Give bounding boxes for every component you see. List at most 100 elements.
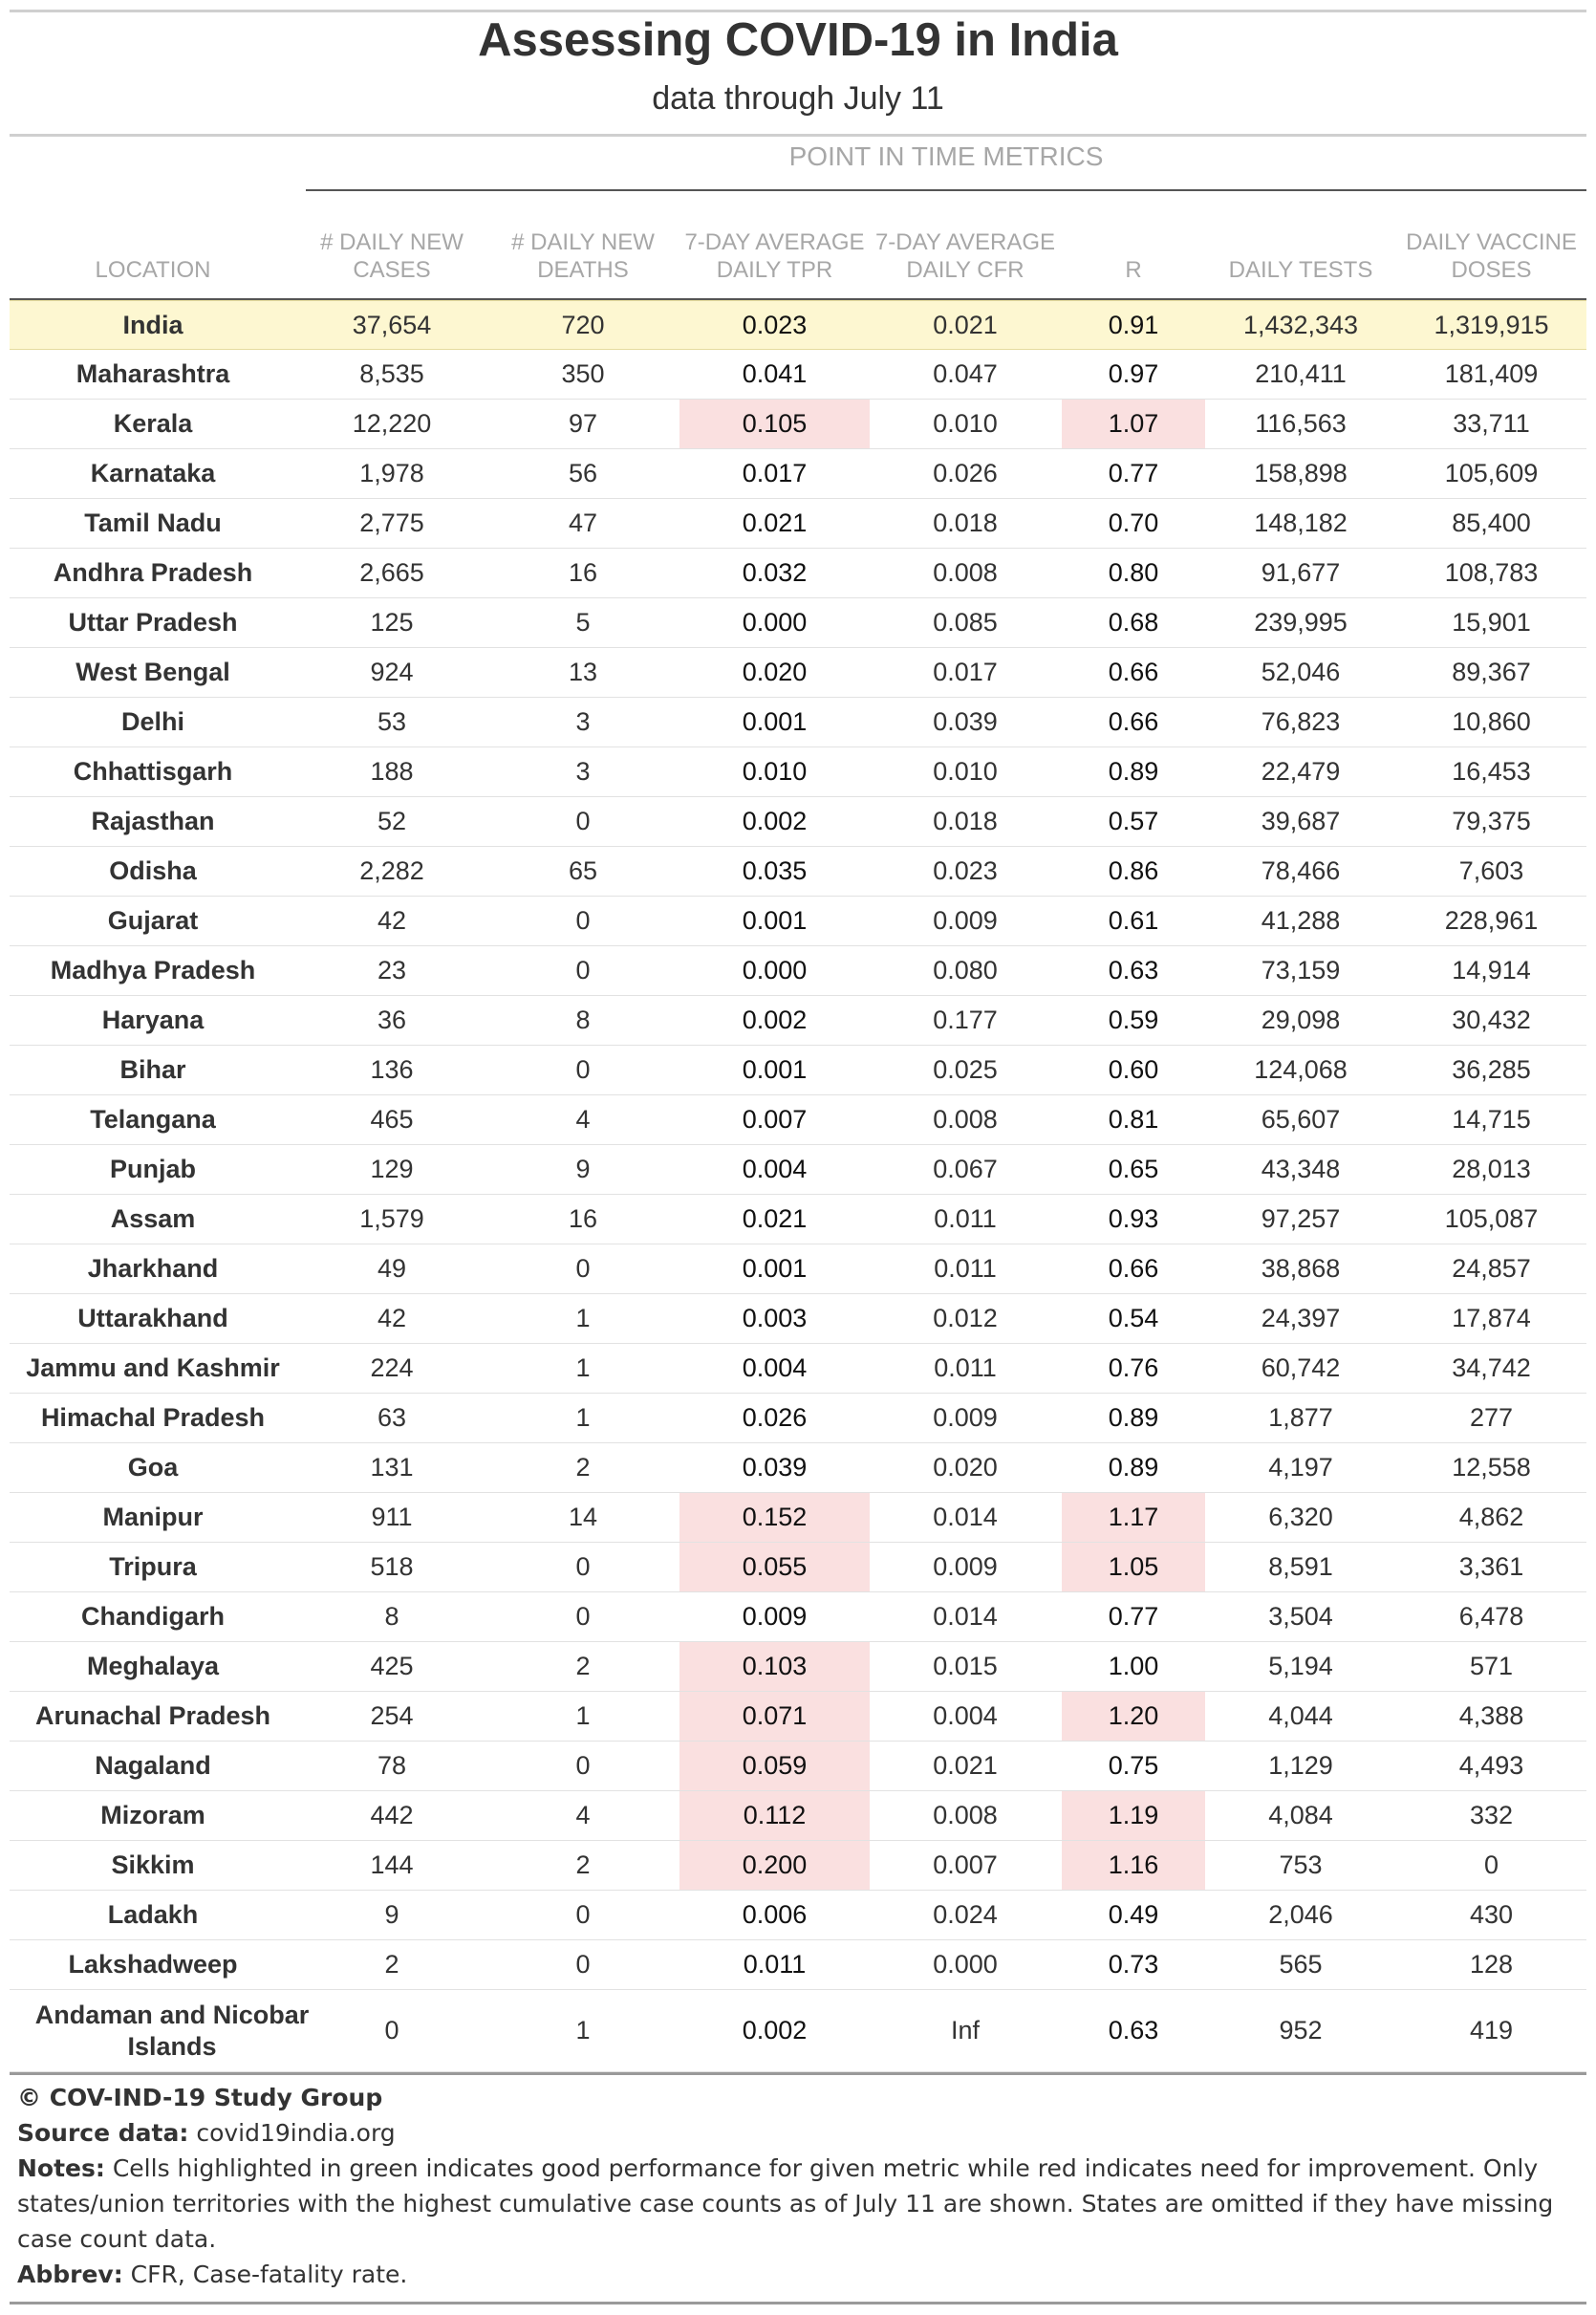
cell-location: Uttarakhand [77, 1304, 228, 1332]
cell-deaths: 0 [575, 1254, 591, 1283]
cell-deaths: 1 [575, 1304, 591, 1332]
cell-cfr: 0.000 [933, 1950, 998, 1979]
cell-r: 0.75 [1108, 1751, 1159, 1780]
cell-vaccines: 228,961 [1444, 906, 1539, 935]
cell-location: Himachal Pradesh [40, 1403, 266, 1432]
cell-vaccines: 14,715 [1452, 1105, 1531, 1134]
cell-cases: 1,978 [359, 459, 424, 487]
column-header-cfr: 7-DAY AVERAGE DAILY CFR [874, 229, 1056, 283]
cell-tests: 952 [1279, 2016, 1323, 2045]
cell-tests: 148,182 [1254, 508, 1348, 537]
cell-deaths: 8 [575, 1006, 591, 1034]
cell-deaths: 65 [568, 856, 598, 885]
cell-tests: 239,995 [1254, 608, 1348, 637]
footer-copyright: © COV-IND-19 Study Group [17, 2084, 383, 2111]
table-row: Haryana 36 8 0.002 0.177 0.59 29,098 30,432 [10, 996, 1586, 1046]
cell-vaccines: 33,711 [1453, 409, 1530, 438]
cell-vaccines: 4,862 [1458, 1503, 1524, 1531]
cell-vaccines: 36,285 [1452, 1055, 1531, 1084]
cell-tests: 91,677 [1261, 558, 1341, 587]
cell-tpr: 0.002 [742, 807, 808, 835]
table-row: Odisha 2,282 65 0.035 0.023 0.86 78,466 7,603 [10, 847, 1586, 897]
cell-tpr: 0.006 [742, 1900, 808, 1929]
footer-abbrev: Abbrev: CFR, Case-fatality rate. [17, 2261, 408, 2288]
cell-cases: 518 [370, 1552, 414, 1581]
cell-location: Gujarat [107, 906, 199, 935]
table-row: Gujarat 42 0 0.001 0.009 0.61 41,288 228,961 [10, 897, 1586, 946]
cell-deaths: 0 [575, 1900, 591, 1929]
cell-deaths: 3 [575, 757, 591, 786]
cell-tpr: 0.035 [742, 856, 808, 885]
cell-tests: 1,432,343 [1242, 310, 1359, 339]
table-row: Andhra Pradesh 2,665 16 0.032 0.008 0.80 91,67… [10, 549, 1586, 598]
cell-cfr: 0.009 [933, 1403, 998, 1432]
cell-location: Tripura [109, 1552, 197, 1581]
table-row: Tripura 518 0 0.055 0.009 1.05 8,591 3,361 [10, 1543, 1586, 1592]
cell-location: India [122, 310, 183, 339]
cell-r: 0.89 [1108, 757, 1159, 786]
cell-vaccines: 30,432 [1452, 1006, 1531, 1034]
table-row: Assam 1,579 16 0.021 0.011 0.93 97,257 105,087 [10, 1195, 1586, 1244]
group-header: POINT IN TIME METRICS [788, 141, 1104, 171]
cell-tpr: 0.004 [742, 1353, 808, 1382]
cell-deaths: 3 [575, 707, 591, 736]
cell-cfr: 0.021 [933, 1751, 998, 1780]
cell-tpr: 0.023 [742, 310, 808, 339]
cell-cases: 12,220 [352, 409, 432, 438]
table-row: Ladakh 9 0 0.006 0.024 0.49 2,046 430 [10, 1891, 1586, 1940]
cell-location: Karnataka [90, 459, 216, 487]
cell-r: 1.00 [1108, 1652, 1159, 1680]
cell-location: Telangana [90, 1105, 216, 1134]
cell-vaccines: 16,453 [1452, 757, 1531, 786]
table-row: Andaman and Nicobar Islands 0 1 0.002 Inf 0.6… [10, 1990, 1586, 2072]
cell-tpr: 0.009 [742, 1602, 808, 1631]
page-subtitle: data through July 11 [652, 80, 944, 117]
cell-location: Sikkim [111, 1850, 195, 1879]
cell-cfr: 0.009 [933, 906, 998, 935]
cell-vaccines: 4,493 [1458, 1751, 1524, 1780]
cell-cases: 2 [384, 1950, 399, 1979]
cell-tpr: 0.021 [742, 1204, 808, 1233]
cell-tests: 76,823 [1261, 707, 1341, 736]
cell-cases: 224 [370, 1353, 414, 1382]
table-row: Uttar Pradesh 125 5 0.000 0.085 0.68 239,995 15… [10, 598, 1586, 648]
cell-tests: 124,068 [1254, 1055, 1348, 1084]
cell-tpr: 0.003 [742, 1304, 808, 1332]
table-row: Jharkhand 49 0 0.001 0.011 0.66 38,868 24,857 [10, 1244, 1586, 1294]
cell-deaths: 0 [575, 1055, 591, 1084]
table-row: Madhya Pradesh 23 0 0.000 0.080 0.63 73,159 14,… [10, 946, 1586, 996]
cell-cfr: 0.009 [933, 1552, 998, 1581]
cell-deaths: 13 [568, 658, 598, 686]
cell-tests: 38,868 [1261, 1254, 1341, 1283]
cell-cases: 2,775 [359, 508, 424, 537]
cell-vaccines: 277 [1469, 1403, 1514, 1432]
cell-cases: 52 [377, 807, 407, 835]
group-header-rule [306, 189, 1586, 191]
cell-cases: 37,654 [352, 310, 432, 339]
cell-tests: 78,466 [1261, 856, 1341, 885]
cell-location: Mizoram [100, 1801, 205, 1829]
cell-cases: 188 [370, 757, 414, 786]
cell-tests: 52,046 [1261, 658, 1341, 686]
cell-r: 1.17 [1062, 1493, 1205, 1542]
table-row: Sikkim 144 2 0.200 0.007 1.16 753 0 [10, 1841, 1586, 1891]
cell-tests: 65,607 [1261, 1105, 1341, 1134]
cell-vaccines: 28,013 [1452, 1155, 1531, 1183]
cell-cases: 144 [370, 1850, 414, 1879]
cell-deaths: 2 [575, 1850, 591, 1879]
table-row: Chhattisgarh 188 3 0.010 0.010 0.89 22,479 16,4… [10, 747, 1586, 797]
cell-deaths: 1 [575, 2016, 591, 2045]
footer-source: Source data: covid19india.org [17, 2119, 396, 2147]
cell-r: 0.76 [1108, 1353, 1159, 1382]
cell-tpr: 0.004 [742, 1155, 808, 1183]
cell-r: 0.63 [1108, 2016, 1159, 2045]
cell-location: Goa [127, 1453, 179, 1482]
cell-vaccines: 15,901 [1452, 608, 1531, 637]
cell-deaths: 4 [575, 1105, 591, 1134]
cell-cfr: 0.047 [933, 359, 998, 388]
cell-r: 1.16 [1062, 1841, 1205, 1890]
table-bottom-rule [10, 2072, 1586, 2075]
cell-deaths: 16 [568, 1204, 598, 1233]
cell-cfr: 0.017 [933, 658, 998, 686]
